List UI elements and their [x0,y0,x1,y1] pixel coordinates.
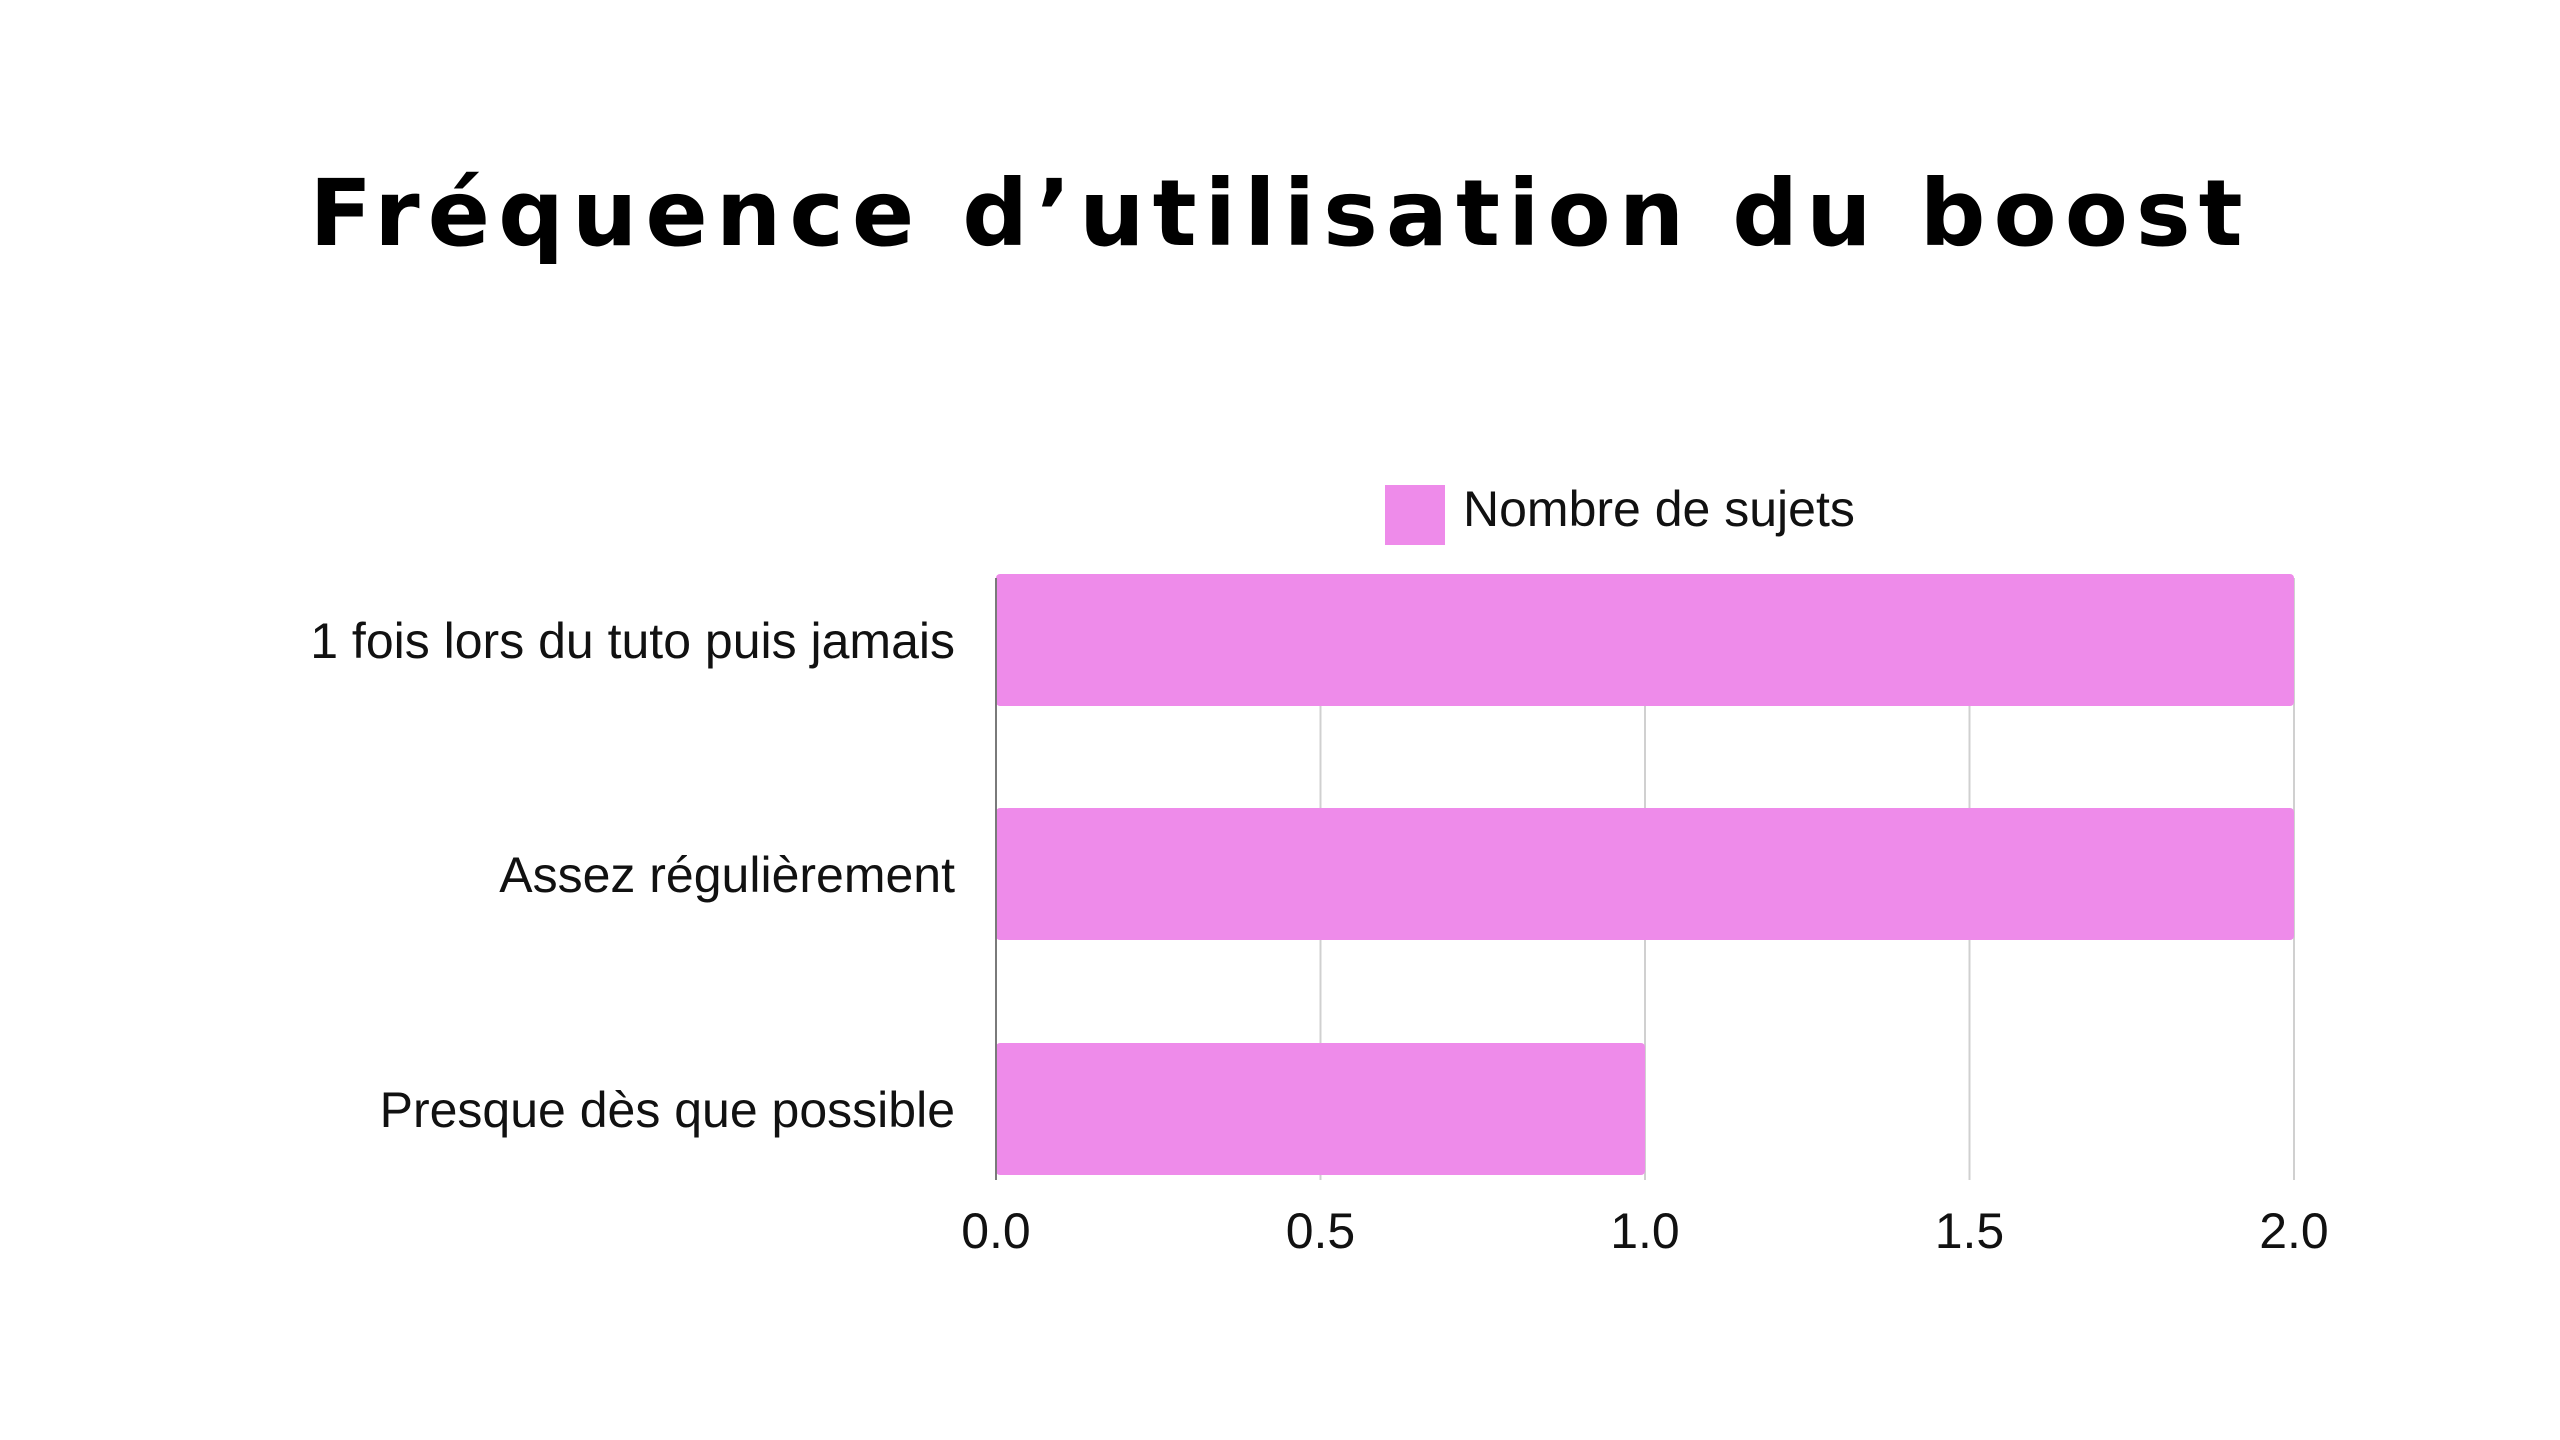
bar [996,1043,1645,1175]
legend-swatch [1385,485,1445,545]
category-label: Presque dès que possible [380,1082,955,1138]
bars [996,574,2294,1175]
x-tick-label: 2.0 [2259,1203,2329,1259]
category-label: Assez régulièrement [499,847,955,903]
x-tick-label: 1.0 [1610,1203,1680,1259]
tick-labels: 0.0 0.5 1.0 1.5 2.0 [961,1203,2329,1259]
legend: Nombre de sujets [1385,481,1855,545]
x-tick-label: 1.5 [1935,1203,2005,1259]
x-tick-label: 0.5 [1286,1203,1356,1259]
legend-label: Nombre de sujets [1463,481,1855,537]
category-labels: 1 fois lors du tuto puis jamais Assez rég… [310,613,955,1138]
category-label: 1 fois lors du tuto puis jamais [310,613,955,669]
chart-title: Fréquence d’utilisation du boost [309,160,2250,267]
bar [996,574,2294,706]
bar [996,808,2294,940]
x-tick-label: 0.0 [961,1203,1031,1259]
